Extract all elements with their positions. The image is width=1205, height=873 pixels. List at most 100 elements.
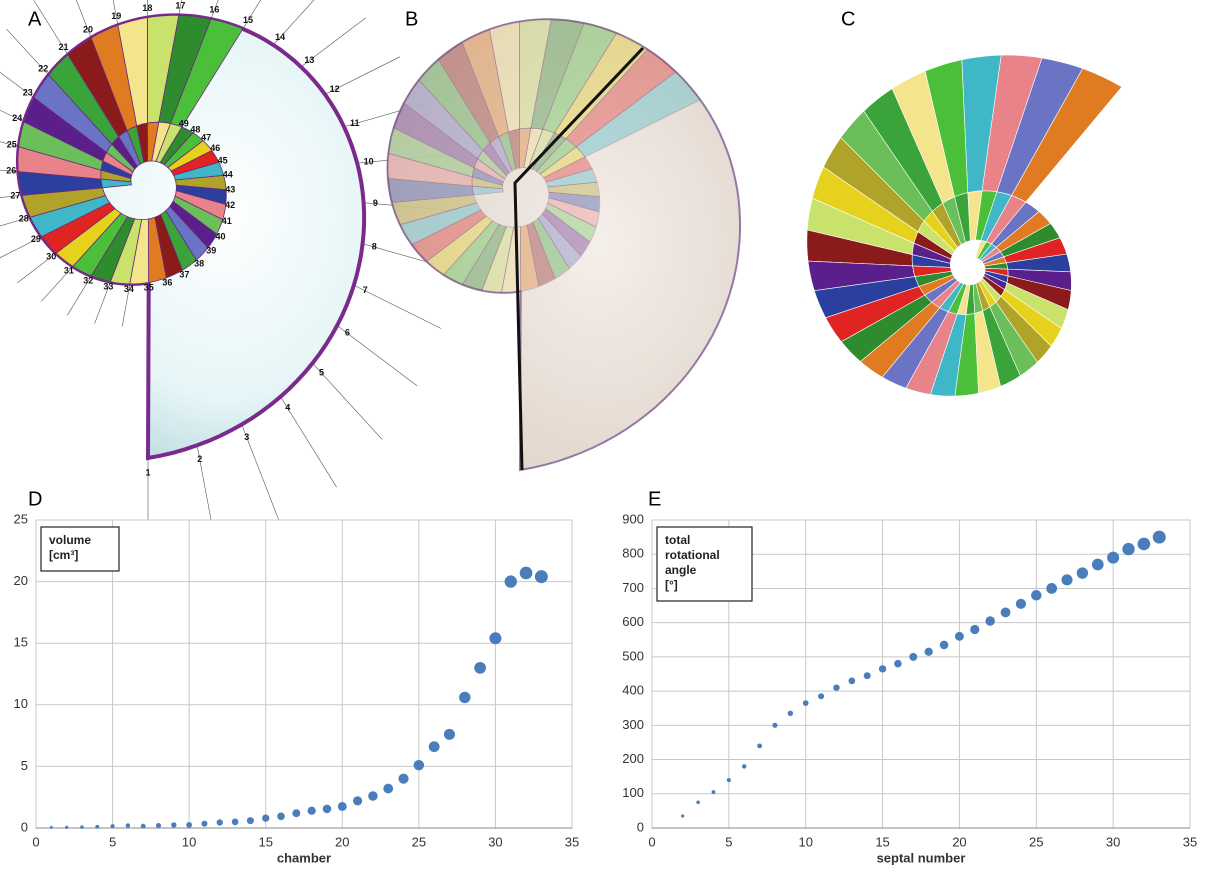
chamber-number: 43 — [225, 184, 235, 194]
data-point — [277, 812, 285, 820]
x-tick-label: 35 — [1183, 834, 1197, 849]
data-point — [925, 648, 933, 656]
chamber-number: 15 — [243, 15, 253, 25]
data-point — [757, 743, 762, 748]
data-point — [186, 822, 192, 828]
y-tick-label: 10 — [14, 696, 28, 711]
data-point — [489, 632, 501, 644]
data-point — [247, 817, 254, 824]
data-point — [1046, 583, 1057, 594]
chamber-number: 8 — [372, 241, 377, 251]
x-tick-label: 10 — [182, 834, 196, 849]
chamber-number: 27 — [10, 190, 20, 200]
chamber-number: 17 — [175, 1, 185, 11]
y-tick-label: 900 — [622, 511, 644, 526]
y-tick-label: 800 — [622, 546, 644, 561]
annotation-text: volume — [49, 533, 91, 547]
x-tick-label: 5 — [109, 834, 116, 849]
chamber-number: 42 — [225, 200, 235, 210]
chamber-number: 49 — [179, 118, 189, 128]
x-tick-label: 0 — [32, 834, 39, 849]
chamber-number: 48 — [190, 124, 200, 134]
data-point — [505, 575, 517, 587]
data-point — [712, 790, 716, 794]
data-point — [429, 741, 440, 752]
y-tick-label: 25 — [14, 511, 28, 526]
panel-label: C — [841, 8, 855, 30]
chamber-number: 22 — [38, 63, 48, 73]
data-point — [338, 802, 347, 811]
data-point — [864, 672, 871, 679]
chamber-number: 45 — [218, 155, 228, 165]
data-point — [818, 693, 824, 699]
chamber-number: 6 — [345, 328, 350, 338]
data-point — [126, 823, 130, 827]
data-point — [848, 678, 855, 685]
chamber-number: 19 — [111, 11, 121, 21]
y-tick-label: 0 — [637, 819, 644, 834]
annotation-text: total — [665, 533, 690, 547]
data-point — [727, 778, 731, 782]
data-point — [156, 823, 161, 828]
chamber-number: 26 — [6, 165, 16, 175]
chamber-number: 31 — [64, 265, 74, 275]
chamber-number: 36 — [162, 277, 172, 287]
shell-image-a: 1234567891011121314151617181920212223242… — [0, 0, 455, 575]
x-tick-label: 25 — [1029, 834, 1043, 849]
chamber-number: 14 — [275, 32, 285, 42]
data-point — [742, 764, 746, 768]
data-point — [95, 825, 99, 829]
data-point — [141, 824, 146, 829]
data-point — [383, 784, 393, 794]
y-tick-label: 15 — [14, 635, 28, 650]
x-tick-label: 35 — [565, 834, 579, 849]
data-point — [201, 821, 207, 827]
data-point — [308, 807, 316, 815]
data-point — [909, 653, 917, 661]
chamber-number: 23 — [23, 87, 33, 97]
shell-image-c — [807, 55, 1122, 396]
chamber-number: 29 — [31, 234, 41, 244]
data-point — [50, 826, 53, 829]
data-point — [803, 700, 809, 706]
data-point — [833, 685, 839, 691]
y-tick-label: 0 — [21, 819, 28, 834]
x-tick-label: 5 — [725, 834, 732, 849]
data-point — [985, 616, 995, 626]
chamber-number: 37 — [179, 269, 189, 279]
y-tick-label: 200 — [622, 751, 644, 766]
chamber-number: 25 — [7, 139, 17, 149]
chamber-number: 24 — [12, 113, 22, 123]
data-point — [217, 819, 223, 825]
chamber-number: 12 — [330, 84, 340, 94]
data-point — [323, 805, 332, 814]
data-point — [444, 729, 455, 740]
chamber-number: 28 — [19, 213, 29, 223]
chamber-number: 46 — [210, 143, 220, 153]
data-point — [879, 665, 886, 672]
chamber-number: 39 — [206, 246, 216, 256]
chamber-number: 21 — [58, 42, 68, 52]
data-point — [1107, 552, 1119, 564]
chamber-number: 7 — [363, 285, 368, 295]
x-tick-label: 30 — [1106, 834, 1120, 849]
data-point — [1122, 543, 1134, 555]
x-axis-label: chamber — [277, 850, 331, 865]
data-point — [262, 814, 269, 821]
chamber-number: 32 — [83, 275, 93, 285]
y-tick-label: 300 — [622, 717, 644, 732]
data-point — [955, 632, 964, 641]
data-point — [368, 791, 378, 801]
chamber-number: 44 — [223, 169, 233, 179]
data-point — [353, 796, 362, 805]
x-tick-label: 10 — [798, 834, 812, 849]
panel-label: A — [28, 8, 42, 30]
chamber-number: 47 — [201, 133, 211, 143]
data-point — [1061, 574, 1072, 585]
x-tick-label: 15 — [258, 834, 272, 849]
x-tick-label: 15 — [875, 834, 889, 849]
data-point — [171, 822, 176, 827]
y-tick-label: 500 — [622, 648, 644, 663]
annotation-text: [°] — [665, 578, 678, 592]
data-point — [65, 826, 68, 829]
